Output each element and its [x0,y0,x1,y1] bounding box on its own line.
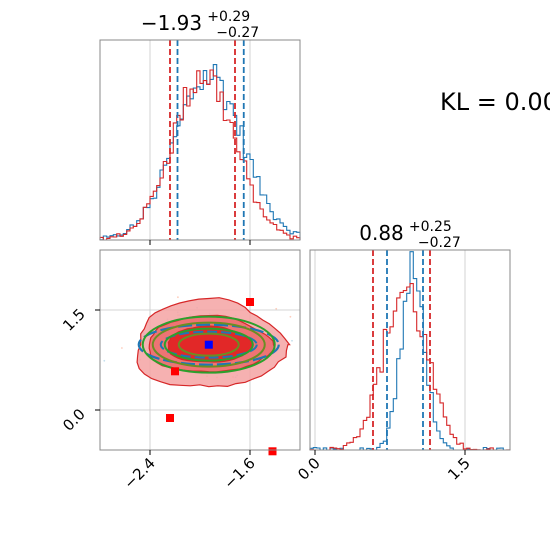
frames-layer [99,39,511,451]
grid-layer [100,40,466,450]
y-marginal-hist-blue [309,251,510,451]
x-marginal-hist-red [99,69,301,241]
joint-sample-point [291,339,293,342]
joint-sample-point [289,315,292,318]
joint-contour-green-2 [163,327,254,362]
y-title-lower: −0.27 [418,235,461,251]
y-title-median: 0.88 [359,221,404,245]
joint-ytick-label-0: 0.0 [59,405,89,435]
y-marginal-frame [309,249,511,451]
x-title-lower: −0.27 [216,25,259,41]
joint-ytick-label-1: 1.5 [59,305,89,335]
joint-blue-marker [204,340,213,349]
y-marginal-hist-red [309,283,511,451]
joint-contour-blue-inner [159,330,258,359]
x-marginal-title: −1.93 +0.29 −0.27 [141,6,259,41]
joint-sample-point [103,359,106,362]
joint-red-marker-1 [171,367,179,376]
y-marginal-title: 0.88 +0.25 −0.27 [359,216,461,251]
marks-layer [99,40,511,456]
x-marginal-frame [99,39,301,241]
joint-contour-green-1 [151,321,266,368]
x-title-upper: +0.29 [207,9,250,25]
kl-label: KL = 0.00 [440,88,550,116]
joint-red-marker-3 [268,447,277,456]
x-marginal-hist-blue [99,64,301,241]
joint-sample-point [275,307,278,310]
y-title-upper: +0.25 [409,219,452,235]
y-marginal-xtick-label-0: 0.0 [294,454,324,484]
joint-sample-point [121,347,123,349]
y-marginal-xtick-label-1: 1.5 [444,454,474,484]
joint-red-marker-0 [246,298,254,306]
joint-xtick-label-1: −1.6 [220,454,258,492]
x-title-median: −1.93 [141,11,202,35]
joint-frame [99,249,301,451]
joint-contour-green-0 [141,315,276,374]
joint-contour-green-3 [177,332,240,357]
joint-contour-blue-outer [137,323,280,366]
joint-xtick-label-0: −2.4 [120,454,158,492]
joint-sample-point [177,296,179,299]
joint-red-marker-2 [166,414,174,422]
